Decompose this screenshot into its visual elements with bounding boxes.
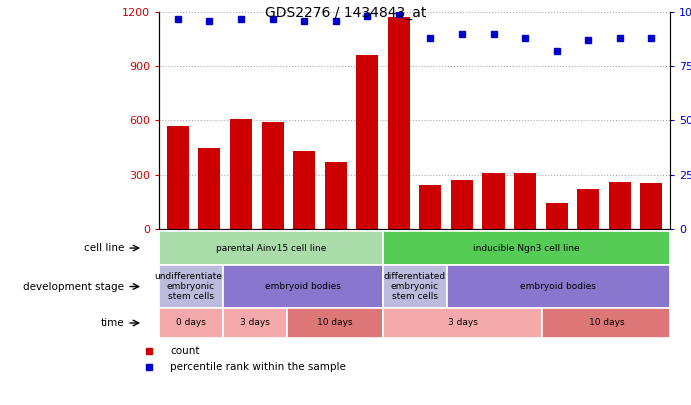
Text: inducible Ngn3 cell line: inducible Ngn3 cell line bbox=[473, 243, 580, 253]
Text: 0 days: 0 days bbox=[176, 318, 206, 328]
Bar bbox=[261, 122, 283, 229]
Text: percentile rank within the sample: percentile rank within the sample bbox=[170, 362, 346, 371]
Bar bbox=[577, 189, 599, 229]
Text: parental Ainv15 cell line: parental Ainv15 cell line bbox=[216, 243, 326, 253]
Bar bbox=[167, 126, 189, 229]
Bar bbox=[641, 183, 663, 229]
Bar bbox=[293, 151, 315, 229]
Text: time: time bbox=[100, 318, 124, 328]
Text: development stage: development stage bbox=[23, 281, 124, 292]
Bar bbox=[388, 17, 410, 229]
Text: differentiated
embryonic
stem cells: differentiated embryonic stem cells bbox=[384, 272, 446, 301]
Bar bbox=[419, 185, 442, 229]
Text: embryoid bodies: embryoid bodies bbox=[520, 282, 596, 291]
Text: embryoid bodies: embryoid bodies bbox=[265, 282, 341, 291]
Text: 10 days: 10 days bbox=[589, 318, 624, 328]
Text: count: count bbox=[170, 346, 200, 356]
Text: undifferentiated
embryonic
stem cells: undifferentiated embryonic stem cells bbox=[154, 272, 228, 301]
Text: cell line: cell line bbox=[84, 243, 124, 253]
Bar bbox=[482, 173, 504, 229]
Bar bbox=[325, 162, 347, 229]
Bar bbox=[546, 202, 568, 229]
Bar bbox=[230, 119, 252, 229]
Text: GDS2276 / 1434843_at: GDS2276 / 1434843_at bbox=[265, 6, 426, 20]
Bar bbox=[514, 173, 536, 229]
Bar bbox=[198, 147, 220, 229]
Bar bbox=[451, 180, 473, 229]
Bar bbox=[356, 55, 378, 229]
Text: 3 days: 3 days bbox=[448, 318, 477, 328]
Text: 10 days: 10 days bbox=[317, 318, 352, 328]
Text: 3 days: 3 days bbox=[240, 318, 269, 328]
Bar bbox=[609, 182, 631, 229]
